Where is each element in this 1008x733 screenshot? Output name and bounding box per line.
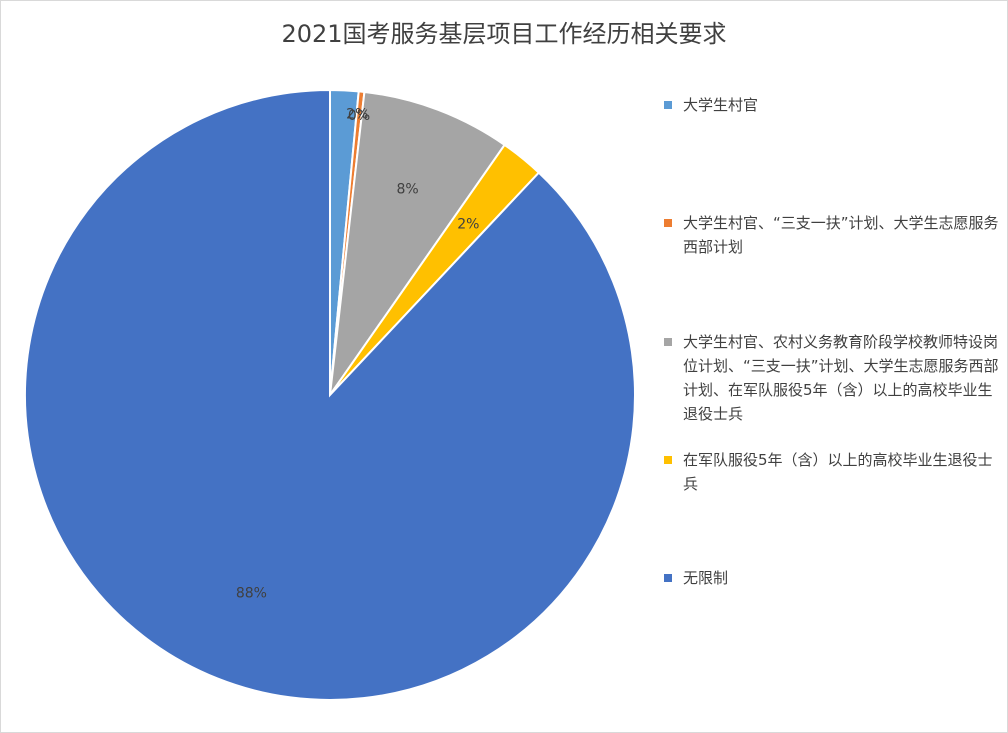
data-label-unlimited: 88% bbox=[236, 586, 267, 602]
legend-label: 大学生村官、农村义务教育阶段学校教师特设岗位计划、“三支一扶”计划、大学生志愿服… bbox=[683, 333, 999, 423]
legend-label: 无限制 bbox=[683, 569, 729, 587]
legend-item-cunguan-sanzhi-xibu: 大学生村官、“三支一扶”计划、大学生志愿服务西部计划 bbox=[664, 211, 999, 259]
data-label-cunguan-sanzhi-xibu: 0% bbox=[348, 108, 370, 124]
pie-slice-all-programs bbox=[329, 90, 506, 396]
legend-label: 在军队服役5年（含）以上的高校毕业生退役士兵 bbox=[683, 451, 993, 493]
legend-label: 大学生村官、“三支一扶”计划、大学生志愿服务西部计划 bbox=[683, 214, 999, 256]
data-label-veterans: 2% bbox=[457, 216, 479, 232]
legend-item-veterans: 在军队服役5年（含）以上的高校毕业生退役士兵 bbox=[664, 448, 999, 496]
legend-swatch bbox=[664, 456, 672, 464]
data-label-all-programs: 8% bbox=[397, 182, 419, 198]
pie-slice-unlimited bbox=[24, 88, 636, 701]
legend-swatch bbox=[664, 338, 672, 346]
legend-label: 大学生村官 bbox=[683, 96, 759, 114]
legend-item-unlimited: 无限制 bbox=[664, 566, 999, 590]
legend-swatch bbox=[664, 574, 672, 582]
legend-swatch bbox=[664, 219, 672, 227]
chart-title: 2021国考服务基层项目工作经历相关要求 bbox=[281, 20, 727, 48]
legend-item-cunguan: 大学生村官 bbox=[664, 93, 999, 117]
legend-item-all-programs: 大学生村官、农村义务教育阶段学校教师特设岗位计划、“三支一扶”计划、大学生志愿服… bbox=[664, 330, 999, 426]
legend-swatch bbox=[664, 101, 672, 109]
data-label-cunguan: 2% bbox=[346, 107, 368, 123]
